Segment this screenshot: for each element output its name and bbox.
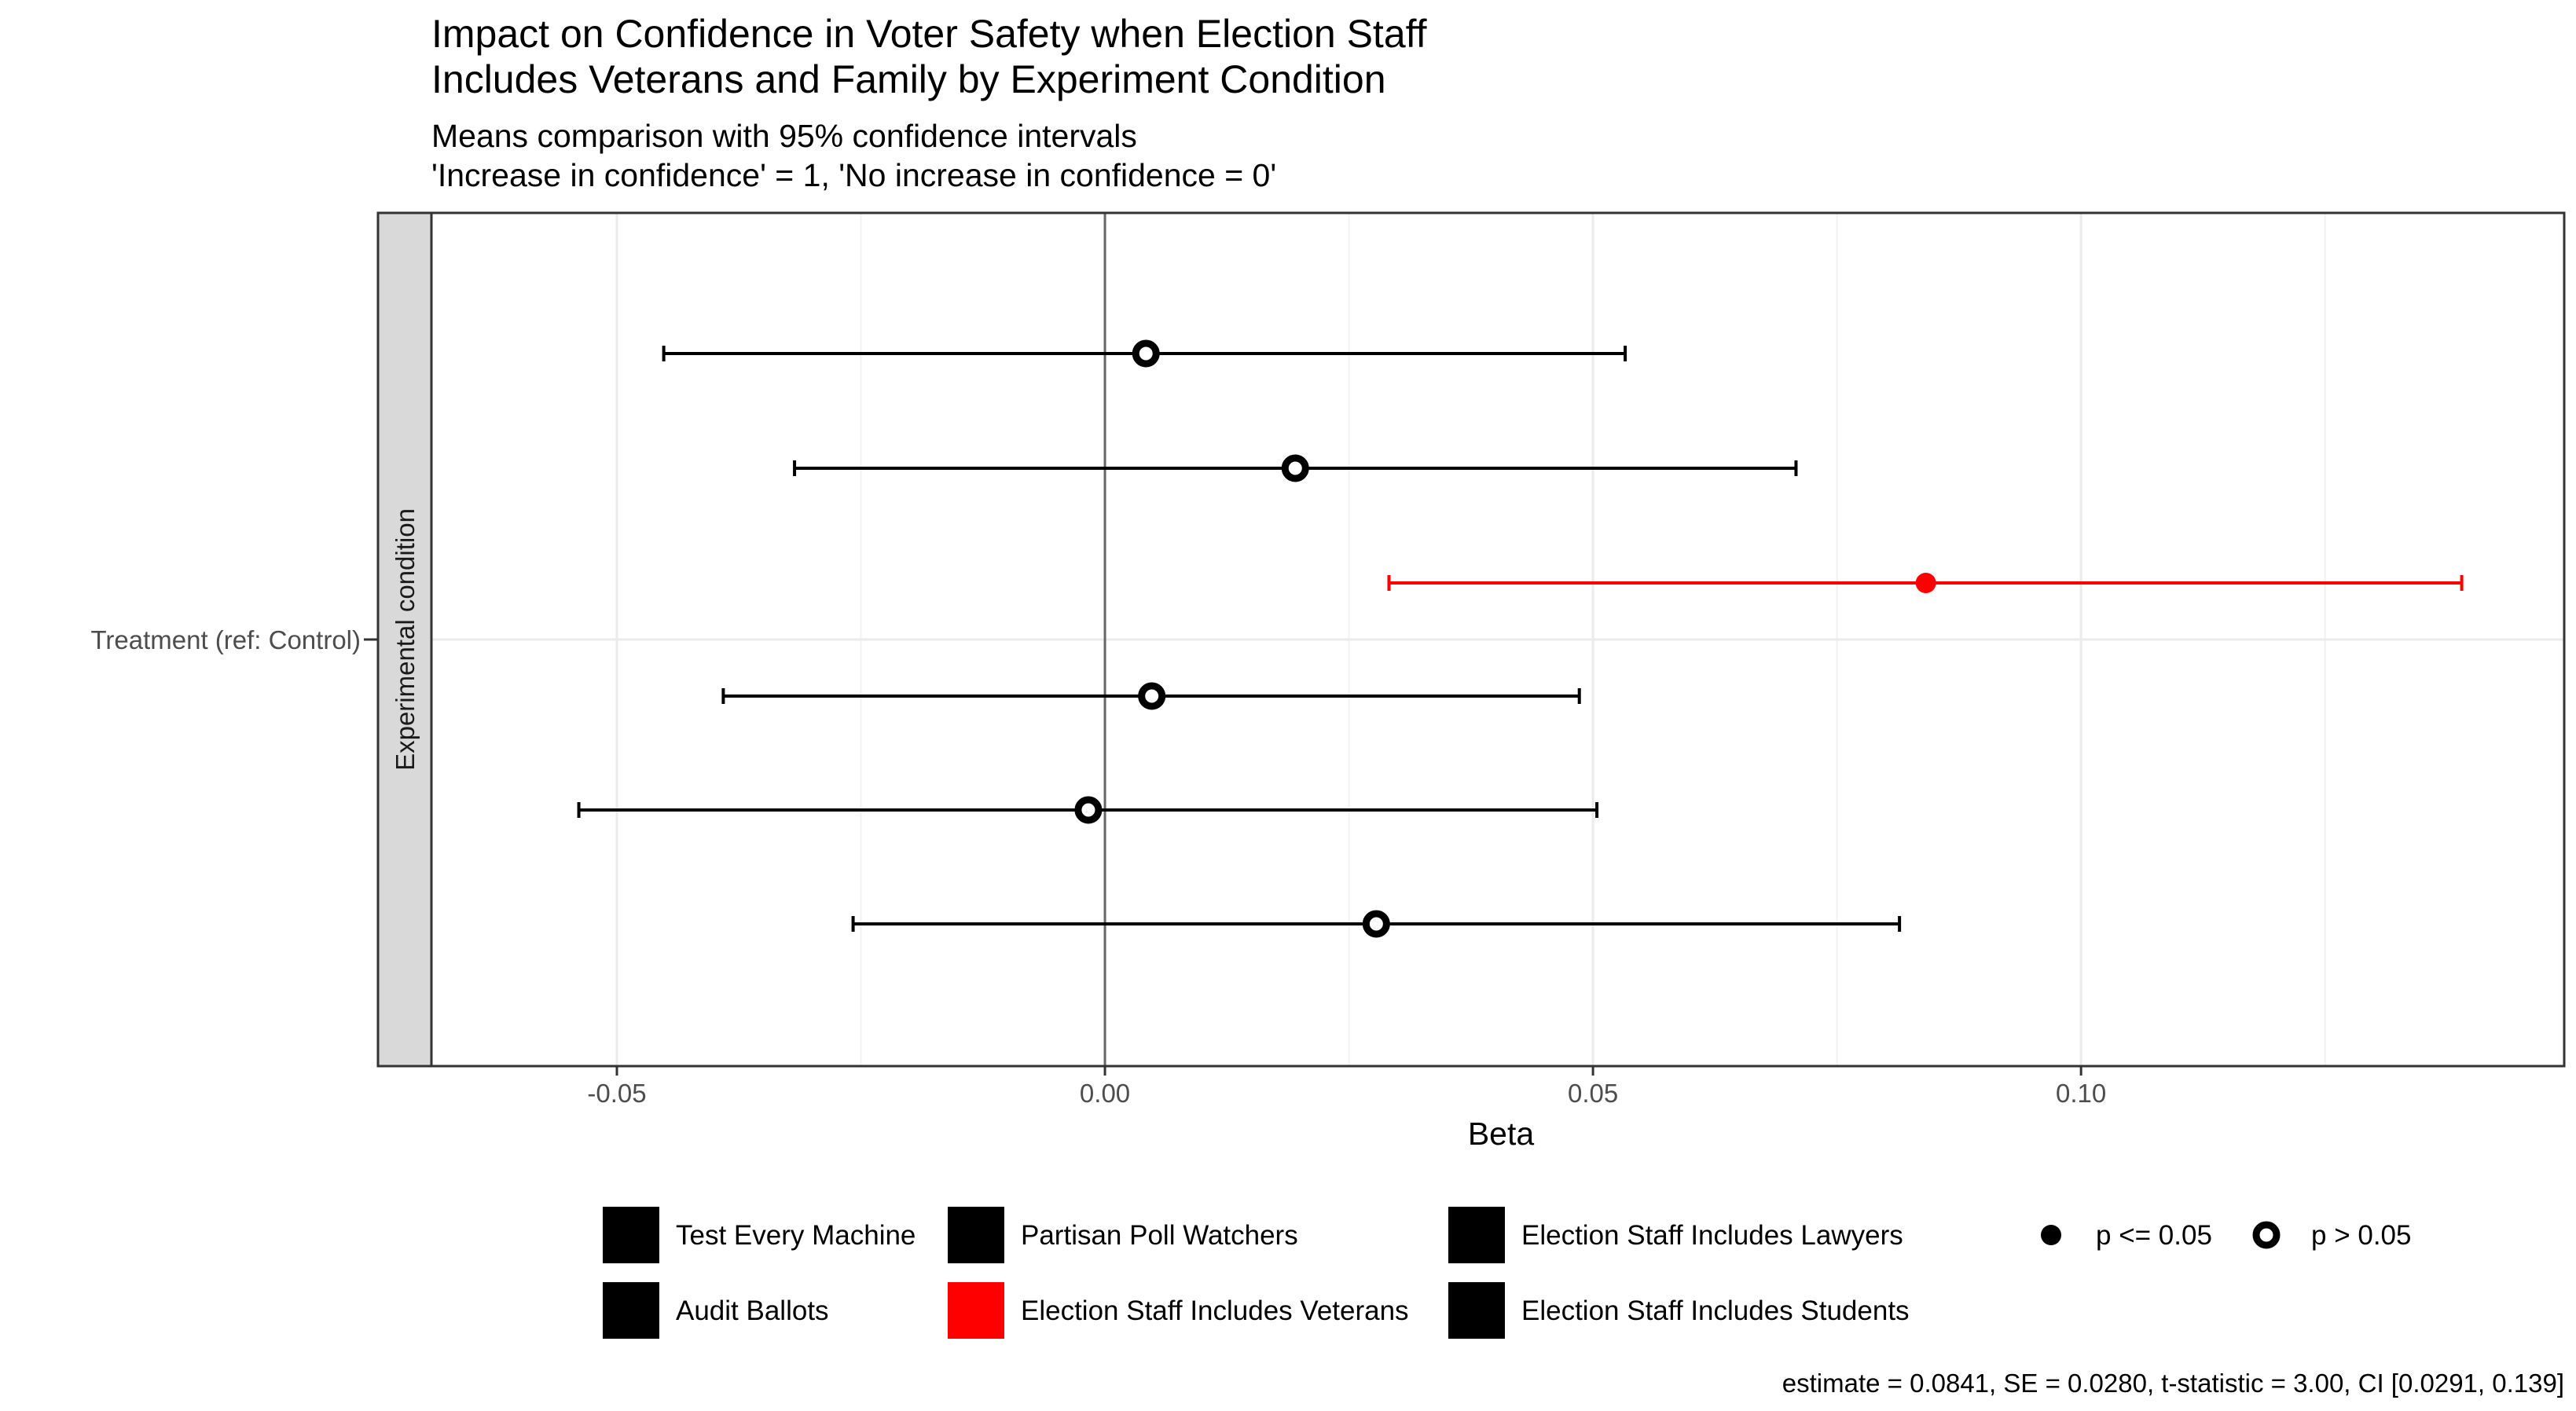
estimate-row xyxy=(721,682,1581,710)
facet-strip: Experimental condition xyxy=(376,211,433,1068)
legend-label: Election Staff Includes Veterans xyxy=(1021,1296,1409,1326)
legend-item: Audit Ballots xyxy=(603,1282,829,1339)
legend-item: Election Staff Includes Students xyxy=(1448,1282,1910,1339)
legend-key xyxy=(603,1282,659,1339)
estimate-row xyxy=(1387,573,2464,593)
y-axis: Treatment (ref: Control) xyxy=(90,625,378,654)
x-tick-label: 0.05 xyxy=(1568,1079,1618,1108)
estimate-row xyxy=(577,796,1599,824)
chart-subtitle-line2: 'Increase in confidence' = 1, 'No increa… xyxy=(431,157,1276,193)
legend-label: Election Staff Includes Lawyers xyxy=(1521,1220,1903,1251)
facet-strip-label: Experimental condition xyxy=(391,508,420,771)
estimate-point xyxy=(1132,339,1160,368)
estimate-row xyxy=(662,339,1627,368)
legend-key xyxy=(948,1282,1004,1339)
legend-item: Partisan Poll Watchers xyxy=(948,1207,1298,1263)
y-tick-label: Treatment (ref: Control) xyxy=(90,625,361,654)
legend-label: Partisan Poll Watchers xyxy=(1021,1220,1298,1251)
estimate-point xyxy=(1074,796,1103,824)
chart-title-line2: Includes Veterans and Family by Experime… xyxy=(431,57,1386,101)
chart-subtitle-line1: Means comparison with 95% confidence int… xyxy=(431,118,1137,154)
estimate-row xyxy=(793,454,1798,482)
legend-label: Audit Ballots xyxy=(676,1296,829,1326)
legend: Test Every Machine Partisan Poll Watchers… xyxy=(603,1207,2411,1339)
legend-item: Election Staff Includes Veterans xyxy=(948,1282,1409,1339)
legend-shape-key xyxy=(2041,1225,2061,1245)
legend-key xyxy=(1448,1207,1505,1263)
estimates xyxy=(577,339,2464,938)
x-tick-label: 0.10 xyxy=(2056,1079,2106,1108)
chart-caption: estimate = 0.0841, SE = 0.0280, t-statis… xyxy=(1782,1369,2564,1398)
legend-shape-item: p > 0.05 xyxy=(2252,1220,2411,1251)
legend-key xyxy=(948,1207,1004,1263)
x-axis-title: Beta xyxy=(1468,1116,1535,1152)
plot-panel xyxy=(430,211,2566,1068)
estimate-point xyxy=(1281,454,1309,482)
legend-shape-item: p <= 0.05 xyxy=(2041,1220,2212,1251)
legend-key xyxy=(1448,1282,1505,1339)
estimate-point xyxy=(1915,573,1936,593)
estimate-row xyxy=(851,910,1902,938)
estimate-point xyxy=(1362,910,1390,938)
x-axis: -0.05 0.00 0.05 0.10 xyxy=(587,1066,2106,1108)
legend-shape-label: p > 0.05 xyxy=(2311,1220,2411,1251)
chart-title-line1: Impact on Confidence in Voter Safety whe… xyxy=(431,12,1427,56)
x-tick-label: -0.05 xyxy=(587,1079,646,1108)
legend-item: Election Staff Includes Lawyers xyxy=(1448,1207,1903,1263)
legend-shape-key xyxy=(2252,1221,2281,1249)
x-tick-label: 0.00 xyxy=(1080,1079,1130,1108)
legend-item: Test Every Machine xyxy=(603,1207,916,1263)
legend-label: Test Every Machine xyxy=(676,1220,916,1251)
legend-shape-label: p <= 0.05 xyxy=(2096,1220,2212,1251)
legend-key xyxy=(603,1207,659,1263)
estimate-point xyxy=(1138,682,1166,710)
legend-label: Election Staff Includes Students xyxy=(1521,1296,1910,1326)
